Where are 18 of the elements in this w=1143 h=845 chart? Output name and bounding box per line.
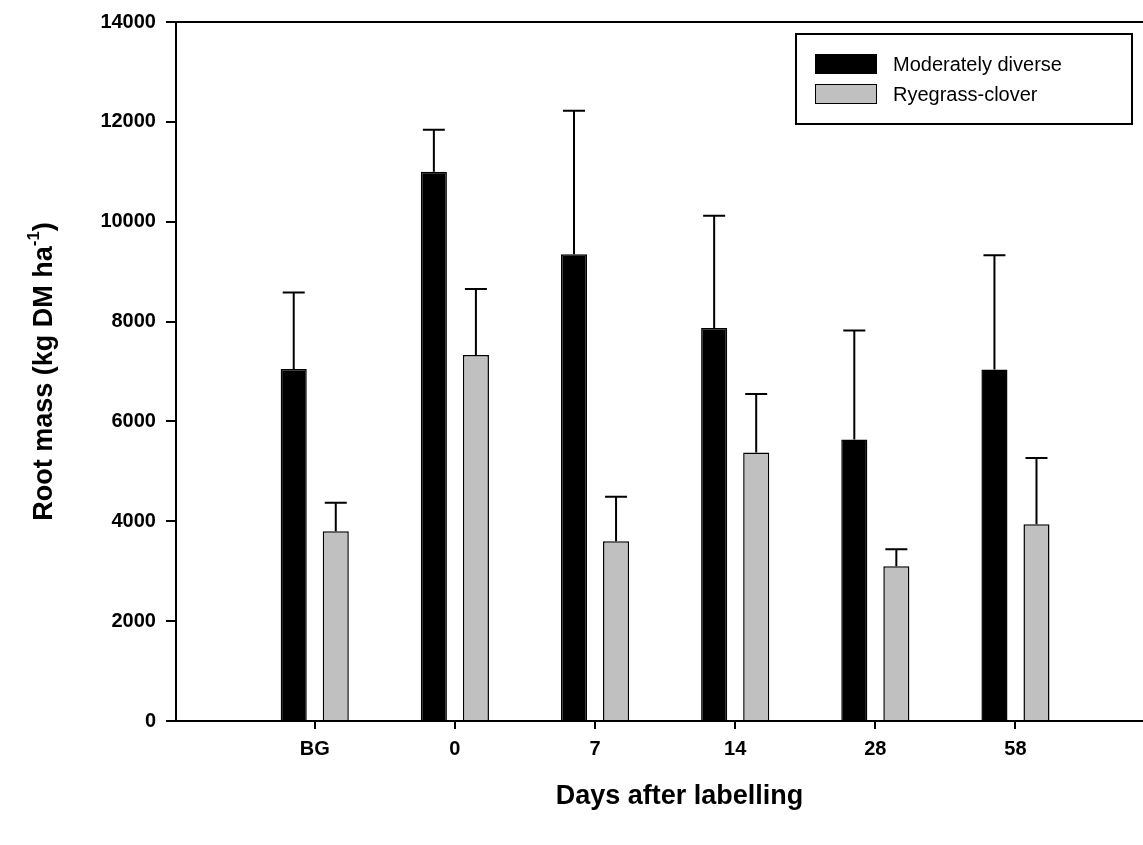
legend-label: Ryegrass-clover: [893, 82, 1038, 106]
x-tick-label: 28: [864, 736, 887, 759]
y-tick-label: 0: [144, 708, 156, 731]
x-tick-label: 0: [449, 736, 461, 759]
x-tick-label: 14: [724, 736, 748, 759]
y-tick-label: 4000: [111, 508, 156, 531]
y-tick-label: 14000: [100, 9, 156, 32]
y-tick-label: 10000: [100, 209, 156, 232]
y-tick-label: 8000: [111, 309, 156, 332]
x-tick-label: BG: [299, 736, 330, 759]
y-tick-label: 12000: [100, 109, 156, 132]
y-tick-label: 2000: [111, 608, 156, 631]
x-tick-label: 7: [589, 736, 601, 759]
x-axis-title: Days after labelling: [555, 780, 804, 811]
x-tick-label: 58: [1004, 736, 1027, 759]
y-axis-title: Root mass (kg DM ha-1): [24, 222, 59, 521]
legend-label: Moderately diverse: [893, 52, 1062, 76]
y-tick-label: 6000: [111, 408, 156, 431]
